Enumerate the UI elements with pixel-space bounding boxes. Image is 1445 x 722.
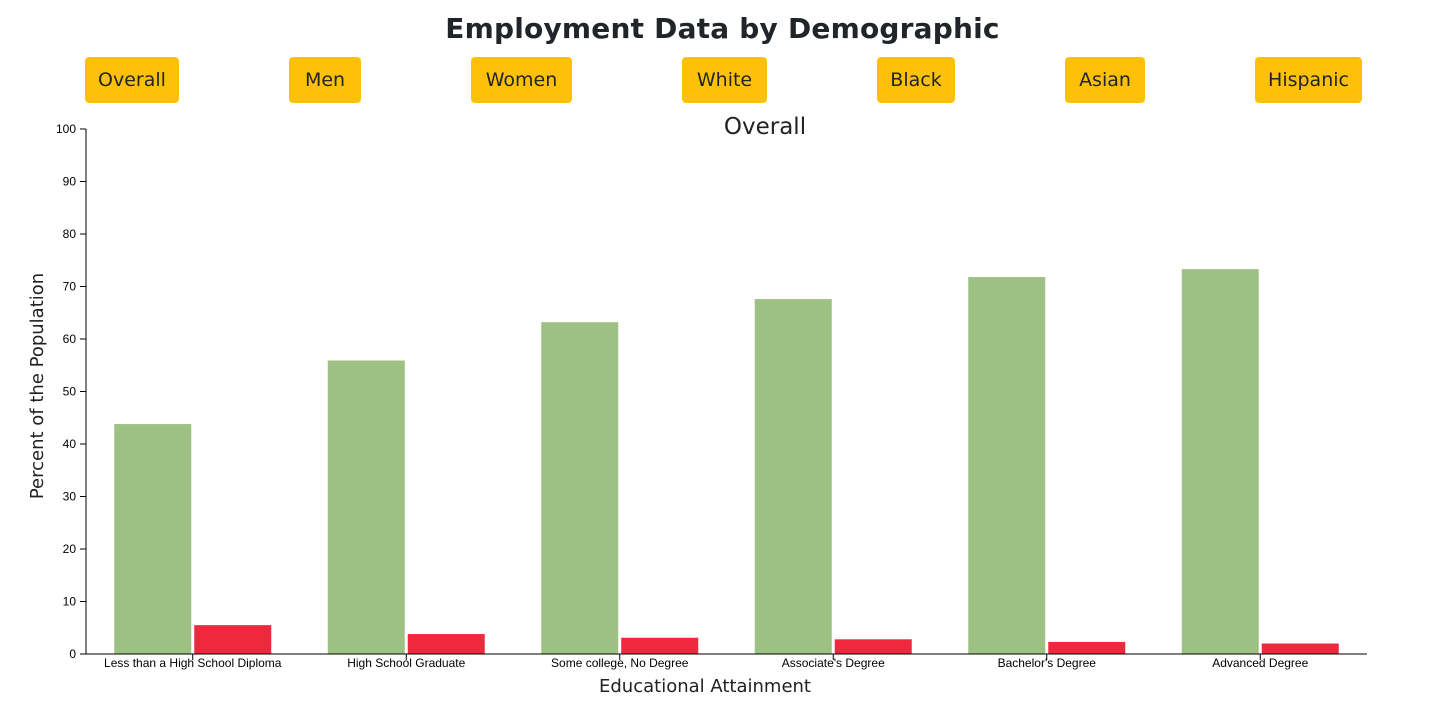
bar-series1-0: [194, 625, 272, 654]
y-tick-label: 50: [63, 385, 77, 399]
men-button[interactable]: Men: [289, 57, 361, 103]
x-tick-label: Less than a High School Diploma: [104, 656, 282, 670]
y-tick-label: 20: [63, 542, 77, 556]
x-tick-label: High School Graduate: [347, 656, 465, 670]
y-tick-label: 0: [69, 647, 76, 661]
bar-series0-0: [114, 424, 192, 654]
chart-title: Overall: [724, 114, 806, 140]
y-axis-title: Percent of the Population: [27, 273, 48, 499]
bar-series0-4: [968, 277, 1046, 654]
x-axis: Less than a High School Diploma High Scho…: [86, 653, 1367, 670]
y-tick-label: 60: [63, 332, 77, 346]
bar-series1-2: [621, 637, 699, 654]
y-axis: 0 10 20 30 40 50 60 70 80 90 100: [56, 122, 87, 661]
x-tick-label: Bachelor's Degree: [998, 656, 1097, 670]
bar-series0-2: [541, 322, 619, 654]
x-tick-label: Some college, No Degree: [551, 656, 689, 670]
x-tick-label: Associate's Degree: [782, 656, 885, 670]
bar-series1-3: [834, 639, 912, 654]
asian-button[interactable]: Asian: [1065, 57, 1145, 103]
page-title: Employment Data by Demographic: [445, 12, 1000, 45]
overall-button[interactable]: Overall: [85, 57, 179, 103]
black-button[interactable]: Black: [877, 57, 955, 103]
bar-series0-5: [1181, 269, 1259, 654]
y-tick-label: 30: [63, 490, 77, 504]
bar-series0-3: [754, 299, 832, 654]
y-tick-label: 40: [63, 437, 77, 451]
bar-series0-1: [327, 360, 405, 654]
y-tick-label: 80: [63, 227, 77, 241]
bar-series1-1: [407, 634, 485, 654]
bars-group: [114, 269, 1339, 654]
y-tick-label: 10: [63, 595, 77, 609]
x-axis-title: Educational Attainment: [599, 676, 811, 697]
hispanic-button[interactable]: Hispanic: [1255, 57, 1362, 103]
women-button[interactable]: Women: [471, 57, 572, 103]
y-tick-label: 70: [63, 280, 77, 294]
x-tick-label: Advanced Degree: [1212, 656, 1308, 670]
y-tick-label: 100: [56, 122, 76, 136]
bar-series1-4: [1048, 641, 1126, 654]
bar-series1-5: [1261, 643, 1339, 654]
white-button[interactable]: White: [682, 57, 767, 103]
y-tick-label: 90: [63, 175, 77, 189]
